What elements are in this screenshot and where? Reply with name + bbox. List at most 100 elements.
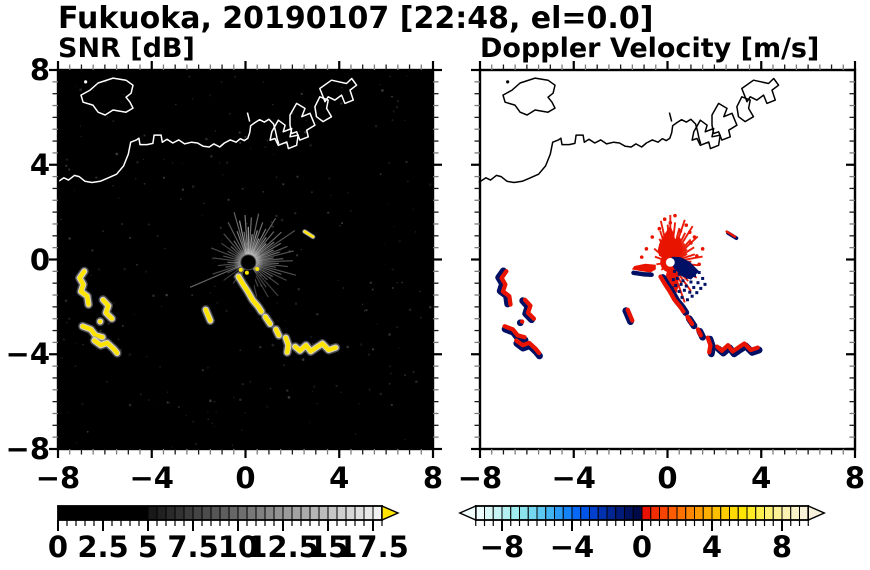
x-tick-label-snr: 8 [422,461,444,495]
colorbar-cell [650,505,660,521]
clutter-ray [225,262,244,268]
clutter-ray [250,266,267,288]
clutter-ray [243,231,249,258]
positive-gate-speck [687,230,692,235]
echo-blob-west-band-lower-b [514,338,542,356]
colorbar-cell [615,505,625,521]
negative-gate-speck [681,271,685,275]
echo-neg-fringe-west-band-upper [495,267,512,308]
positive-gate-speck [700,247,705,251]
x-tick-label-snr: −8 [35,461,81,495]
echo-blob-chain-c [695,327,703,338]
positive-gate-speck [644,247,649,251]
harbor-pier-outline [711,102,738,141]
clutter-ray [252,263,282,276]
snr-colorbar-label: 0 [47,530,69,564]
colorbar-cell [781,505,792,521]
echo-blob-west-band-upper [499,269,513,307]
colorbar-cell [363,505,374,521]
clutter-ray [223,255,244,262]
positive-gate-speck [668,220,673,225]
echo-blob-west-hook [100,297,114,321]
colorbar-cell [237,505,248,521]
colorbar-cell [354,505,365,521]
velocity-panel-plot [471,61,857,458]
islet-dot [84,80,88,84]
colorbar-cell [300,505,311,521]
vel-colorbar-label: 0 [631,530,653,564]
y-tick-label: 4 [29,147,50,182]
x-tick-label-snr: 4 [329,461,350,495]
colorbar-cell [309,505,320,521]
negative-gate-speck [670,286,674,290]
colorbar-cell [129,505,140,521]
colorbar-cell [772,505,783,521]
echo-blob-chain-e [715,341,760,354]
radar-center-disc [240,254,257,271]
colorbar-cell [589,505,599,521]
colorbar-cell [273,505,284,521]
colorbar-cell [484,505,494,521]
colorbar-cell [183,505,194,521]
colorbar-cell [75,505,86,521]
clutter-ray [253,262,289,268]
colorbar-cell [510,505,520,521]
clutter-ray [250,217,277,259]
negative-gate-speck [696,281,700,285]
colorbar-cell [327,505,338,521]
colorbar-cell [659,505,669,521]
echo-blob-west-band-upper [77,269,91,307]
clutter-ray [253,258,284,263]
positive-gate-speck [662,217,667,222]
radar-center-hole [665,257,675,267]
echo-blob-mid-dash [625,307,635,323]
echo-blob-ne-dash [725,230,737,238]
clutter-ray [251,265,268,281]
clutter-ray [227,250,245,261]
x-tick-label-vel: −4 [551,461,596,495]
echo-blob-mid-dash [203,307,213,323]
colorbar-cell [711,505,722,521]
negative-velocity-patch [671,256,700,280]
negative-gate-speck [679,282,683,286]
colorbar-cell [120,505,131,521]
negative-gate-speck [685,298,689,302]
colorbar-cell [545,505,555,521]
y-tick-label: −4 [5,337,50,372]
clutter-ray [251,231,275,259]
echo-blob-west-band-lower-a [502,324,527,340]
vel-colorbar-label: 8 [771,530,793,564]
colorbar-cell [720,505,730,521]
negative-gate-speck [699,286,703,290]
negative-gate-speck [680,295,684,299]
islet-dot [506,80,510,84]
colorbar-cell [536,505,547,521]
colorbar-cell [57,505,68,521]
clutter-ray [210,247,244,262]
colorbar-cell [264,505,275,521]
echo-blob-west-dot [98,319,103,324]
clutter-ray [252,249,274,261]
colorbar-cell [519,505,529,521]
negative-gate-speck [695,291,699,295]
colorbar-cell [66,505,77,521]
clutter-ray [253,260,293,263]
positive-gate-speck [684,223,689,227]
colorbar-cell [632,505,643,521]
clutter-ray [233,240,246,259]
clutter-ray [253,250,294,262]
positive-gate-speck [694,254,699,258]
negative-gate-speck [697,271,701,275]
negative-gate-speck [681,279,685,283]
positive-gate-speck [639,255,644,259]
negative-gate-speck [671,278,675,282]
clutter-ray [251,231,282,260]
clutter-ray [253,262,277,268]
negative-gate-speck [673,269,677,273]
x-tick-label-snr: 0 [235,461,256,495]
colorbar-cell [597,505,608,521]
colorbar-cell [156,505,167,521]
clutter-ray [189,263,244,288]
colorbar-cell [228,505,239,521]
